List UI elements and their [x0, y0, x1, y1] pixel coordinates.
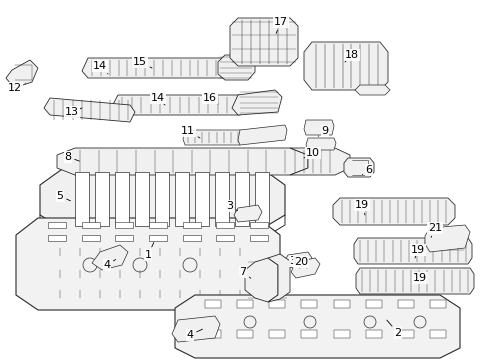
Polygon shape: [215, 172, 228, 226]
Polygon shape: [175, 172, 189, 226]
Polygon shape: [172, 316, 220, 342]
Polygon shape: [229, 18, 297, 66]
Polygon shape: [48, 222, 66, 228]
Polygon shape: [44, 98, 135, 122]
Polygon shape: [183, 222, 200, 228]
Polygon shape: [237, 330, 253, 338]
Text: 5: 5: [57, 191, 70, 201]
Text: 4: 4: [186, 329, 202, 340]
Polygon shape: [195, 172, 208, 226]
Polygon shape: [16, 218, 280, 310]
Text: 8: 8: [64, 152, 79, 162]
Polygon shape: [343, 158, 373, 177]
Polygon shape: [301, 330, 317, 338]
Polygon shape: [333, 330, 349, 338]
Polygon shape: [183, 235, 200, 241]
Text: 19: 19: [410, 245, 424, 258]
Polygon shape: [244, 258, 278, 302]
Polygon shape: [269, 330, 285, 338]
Polygon shape: [254, 172, 268, 226]
Polygon shape: [301, 300, 317, 308]
Polygon shape: [6, 60, 38, 88]
Polygon shape: [204, 300, 221, 308]
Polygon shape: [267, 254, 289, 302]
Polygon shape: [269, 300, 285, 308]
Polygon shape: [57, 148, 307, 175]
Text: 10: 10: [304, 148, 319, 158]
Polygon shape: [397, 330, 413, 338]
Polygon shape: [216, 235, 234, 241]
Text: 15: 15: [133, 57, 152, 68]
Polygon shape: [218, 55, 254, 80]
Polygon shape: [397, 300, 413, 308]
Polygon shape: [115, 172, 129, 226]
Polygon shape: [204, 330, 221, 338]
Polygon shape: [237, 300, 253, 308]
Polygon shape: [92, 245, 128, 270]
Text: 4: 4: [103, 260, 116, 270]
Polygon shape: [81, 222, 100, 228]
Polygon shape: [365, 300, 381, 308]
Text: 13: 13: [65, 107, 82, 117]
Polygon shape: [304, 42, 387, 90]
Polygon shape: [75, 172, 89, 226]
Polygon shape: [355, 268, 473, 294]
Text: 2: 2: [386, 320, 401, 338]
Text: 14: 14: [93, 61, 108, 74]
Text: 7: 7: [239, 267, 250, 278]
Polygon shape: [304, 120, 333, 135]
Polygon shape: [183, 130, 242, 145]
Text: 3: 3: [289, 256, 299, 268]
Polygon shape: [289, 148, 349, 175]
Text: 19: 19: [354, 200, 368, 215]
Polygon shape: [305, 138, 335, 150]
Polygon shape: [290, 258, 319, 278]
Polygon shape: [135, 172, 149, 226]
Text: 3: 3: [226, 201, 237, 211]
Polygon shape: [235, 172, 248, 226]
Text: 9: 9: [318, 126, 328, 136]
Polygon shape: [231, 90, 282, 115]
Polygon shape: [249, 235, 267, 241]
Polygon shape: [429, 300, 445, 308]
Polygon shape: [429, 330, 445, 338]
Text: 6: 6: [362, 165, 372, 175]
Polygon shape: [82, 58, 235, 78]
Text: 17: 17: [273, 17, 287, 33]
Polygon shape: [333, 300, 349, 308]
Polygon shape: [249, 222, 267, 228]
Polygon shape: [216, 222, 234, 228]
Polygon shape: [365, 330, 381, 338]
Polygon shape: [175, 295, 459, 358]
Polygon shape: [81, 235, 100, 241]
Polygon shape: [353, 238, 471, 264]
Text: 12: 12: [8, 83, 25, 93]
Text: 21: 21: [427, 223, 441, 238]
Text: 16: 16: [203, 93, 218, 104]
Polygon shape: [149, 235, 167, 241]
Polygon shape: [155, 172, 169, 226]
Polygon shape: [354, 85, 389, 95]
Polygon shape: [95, 172, 109, 226]
Text: 1: 1: [144, 243, 154, 260]
Polygon shape: [238, 125, 286, 145]
Polygon shape: [149, 222, 167, 228]
Text: 20: 20: [293, 257, 307, 268]
Text: 14: 14: [151, 93, 165, 105]
Polygon shape: [115, 222, 133, 228]
Polygon shape: [40, 167, 285, 230]
Polygon shape: [115, 235, 133, 241]
Text: 18: 18: [344, 50, 358, 62]
Text: 11: 11: [181, 126, 200, 138]
Polygon shape: [111, 95, 246, 115]
Polygon shape: [234, 205, 262, 222]
Polygon shape: [284, 252, 311, 268]
Polygon shape: [424, 225, 469, 252]
Text: 19: 19: [412, 272, 426, 283]
Polygon shape: [48, 235, 66, 241]
Polygon shape: [332, 198, 454, 225]
